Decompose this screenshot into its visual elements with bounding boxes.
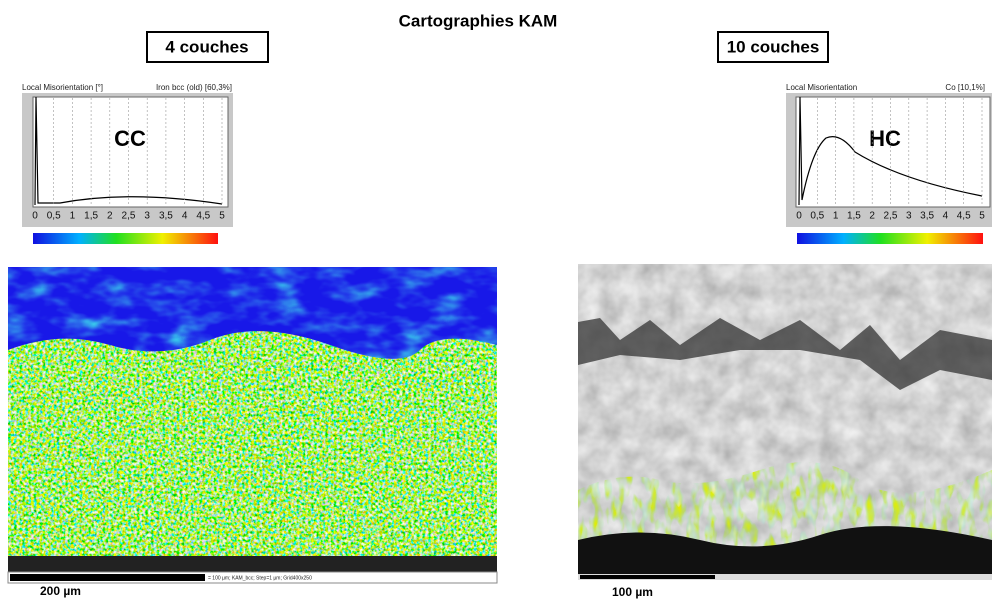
x-tick-label: 1 — [70, 211, 76, 222]
histogram-phase: Co [10,1%] — [945, 83, 985, 92]
x-tick-label: 4,5 — [957, 211, 971, 222]
x-tick-label: 5 — [219, 211, 225, 222]
x-tick-label: 5 — [979, 211, 985, 222]
x-tick-label: 1 — [833, 211, 839, 222]
x-tick-label: 2,5 — [122, 211, 136, 222]
scale-label: 100 µm — [612, 585, 653, 599]
x-tick-label: 4 — [943, 211, 949, 222]
x-tick-label: 3,5 — [159, 211, 173, 222]
histogram-phase: Iron bcc (old) [60,3%] — [156, 83, 232, 92]
x-tick-label: 2 — [107, 211, 113, 222]
label-box — [717, 31, 829, 63]
label-box — [146, 31, 269, 63]
histogram-plot — [32, 96, 229, 208]
histogram-curve — [34, 96, 223, 206]
figure-title: Cartographies KAM — [399, 11, 558, 30]
kam-map — [578, 264, 992, 580]
histogram-plot — [795, 96, 991, 208]
panel-label: 4 couches — [165, 37, 248, 56]
x-tick-label: 4 — [182, 211, 188, 222]
x-tick-label: 3,5 — [920, 211, 934, 222]
x-tick-label: 0 — [32, 211, 38, 222]
x-tick-label: 0,5 — [810, 211, 824, 222]
histogram-code: CC — [114, 126, 146, 151]
x-tick-label: 2,5 — [884, 211, 898, 222]
histogram-xlabel: Local Misorientation — [786, 83, 857, 92]
kam-map — [7, 267, 498, 584]
histogram-curve — [798, 96, 983, 206]
scalebar-info: = 100 µm; KAM_bcc; Step=1 µm; Grid400x25… — [208, 575, 312, 581]
x-tick-label: 1,5 — [84, 211, 98, 222]
x-tick-label: 3 — [906, 211, 912, 222]
histogram-xlabel: Local Misorientation [°] — [22, 83, 103, 92]
x-tick-label: 1,5 — [847, 211, 861, 222]
x-tick-label: 0,5 — [47, 211, 61, 222]
histogram-code: HC — [869, 126, 901, 151]
x-tick-label: 2 — [869, 211, 875, 222]
color-bar — [33, 233, 218, 244]
panel-label: 10 couches — [727, 37, 820, 56]
x-tick-label: 4,5 — [196, 211, 210, 222]
x-tick-label: 3 — [144, 211, 150, 222]
color-bar — [797, 233, 983, 244]
scale-label: 200 µm — [40, 584, 81, 598]
x-tick-label: 0 — [796, 211, 802, 222]
